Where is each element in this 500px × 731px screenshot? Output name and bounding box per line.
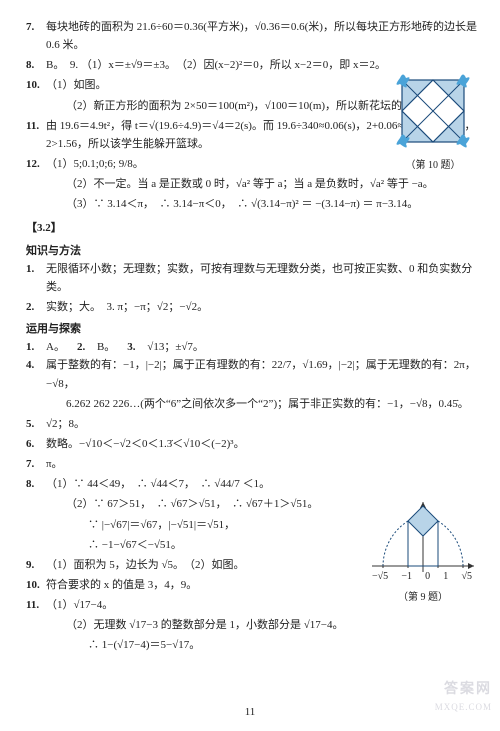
answer-item: 8.（1）∵ 44＜49， ∴ √44＜7， ∴ √44/7 ＜1。 [26, 475, 478, 493]
block-knowledge: 1.无限循环小数；无理数；实数，可按有理数与无理数分类，也可按正实数、0 和负实… [26, 260, 478, 316]
item-number: 4. [26, 356, 46, 392]
item-body: ∴ 1−(√17−4)＝5−√17。 [66, 636, 478, 654]
item-body: 属于整数的有：−1，|−2|；属于正有理数的有：22/7，√1.69，|−2|；… [46, 356, 478, 392]
item-number: 7. [26, 455, 46, 473]
item-number [46, 516, 66, 534]
item-number: 10. [26, 76, 46, 94]
answer-item: （3）∵ 3.14＜π， ∴ 3.14−π＜0， ∴ √(3.14−π)² ＝ … [26, 195, 478, 213]
item-body: √2；8。 [46, 415, 478, 433]
item-number: 8. [26, 475, 46, 493]
answer-item: 1.A。 [26, 338, 65, 356]
item-body: B。 [97, 338, 115, 356]
item-number: 11. [26, 596, 46, 614]
item-number [46, 395, 66, 413]
figure-q9: −√5 −1 0 1 √5 （第 9 题） [368, 496, 478, 606]
item-number [46, 495, 66, 513]
answer-item: 1.无限循环小数；无理数；实数，可按有理数与无理数分类，也可按正实数、0 和负实… [26, 260, 478, 296]
axis-label: −√5 [372, 569, 388, 586]
watermark: 答案网 [444, 678, 492, 701]
item-number: 10. [26, 576, 46, 594]
answer-item: 7.π。 [26, 455, 478, 473]
figure-q9-axis-labels: −√5 −1 0 1 √5 [368, 569, 478, 586]
page-number: 11 [0, 703, 500, 721]
item-number [46, 175, 66, 193]
watermark-sub: MXQE.COM [435, 700, 492, 715]
item-body: 6.262 262 226…(两个“6”之间依次多一个“2”)；属于非正实数的有… [66, 395, 478, 413]
item-number: 5. [26, 415, 46, 433]
item-number: 2. [26, 298, 46, 316]
answer-item: 2.实数；大。 3. π；−π；√2；−√2。 [26, 298, 478, 316]
item-number: 2. [77, 338, 97, 356]
figure-q9-caption: （第 9 题） [368, 590, 478, 607]
answer-item: （2）无理数 √17−3 的整数部分是 1，小数部分是 √17−4。 [26, 616, 478, 634]
answer-item: ∴ 1−(√17−4)＝5−√17。 [26, 636, 478, 654]
axis-label: √5 [461, 569, 472, 586]
item-body: （3）∵ 3.14＜π， ∴ 3.14−π＜0， ∴ √(3.14−π)² ＝ … [66, 195, 478, 213]
answer-item: （2）不一定。当 a 是正数或 0 时，√a² 等于 a；当 a 是负数时，√a… [26, 175, 478, 193]
item-body: √13；±√7。 [147, 338, 204, 356]
item-body: （2）不一定。当 a 是正数或 0 时，√a² 等于 a；当 a 是负数时，√a… [66, 175, 478, 193]
item-body: （1）∵ 44＜49， ∴ √44＜7， ∴ √44/7 ＜1。 [46, 475, 478, 493]
answer-item: 6.262 262 226…(两个“6”之间依次多一个“2”)；属于非正实数的有… [26, 395, 478, 413]
item-number: 7. [26, 18, 46, 54]
item-number: 1. [26, 338, 46, 356]
item-number [46, 536, 66, 554]
item-number: 1. [26, 260, 46, 296]
answer-item: 7.每块地砖的面积为 21.6÷60＝0.36(平方米)，√0.36＝0.6(米… [26, 18, 478, 54]
item-number: 6. [26, 435, 46, 453]
item-number: 9. [26, 556, 46, 574]
item-number [46, 636, 66, 654]
answer-item: 5.√2；8。 [26, 415, 478, 433]
axis-label: 0 [425, 569, 430, 586]
axis-label: −1 [401, 569, 412, 586]
answer-item: 2.B。 [77, 338, 115, 356]
item-number: 3. [127, 338, 147, 356]
item-number: 11. [26, 117, 46, 153]
item-body: 每块地砖的面积为 21.6÷60＝0.36(平方米)，√0.36＝0.6(米)，… [46, 18, 478, 54]
item-body: （2）无理数 √17−3 的整数部分是 1，小数部分是 √17−4。 [66, 616, 478, 634]
item-number [46, 616, 66, 634]
figure-q10: （第 10 题） [388, 66, 478, 175]
item-body: 数略。−√10＜−√2＜0＜1.3̇＜√10＜(−2)³。 [46, 435, 478, 453]
answer-item: 6.数略。−√10＜−√2＜0＜1.3̇＜√10＜(−2)³。 [26, 435, 478, 453]
answer-item: 4.属于整数的有：−1，|−2|；属于正有理数的有：22/7，√1.69，|−2… [26, 356, 478, 392]
item-body: 实数；大。 3. π；−π；√2；−√2。 [46, 298, 478, 316]
item-number [46, 97, 66, 115]
figure-q10-caption: （第 10 题） [388, 158, 478, 175]
section-3-2: 【3.2】 [26, 219, 478, 237]
page-content: （第 10 题） −√5 −1 0 1 √5 （第 9 题） 7.每块地砖的面积… [26, 18, 478, 655]
axis-label: 1 [443, 569, 448, 586]
item-number: 8. [26, 56, 46, 74]
item-body: 无限循环小数；无理数；实数，可按有理数与无理数分类，也可按正实数、0 和负实数分… [46, 260, 478, 296]
item-number: 12. [26, 155, 46, 173]
answer-item: 3.√13；±√7。 [127, 338, 204, 356]
apply-line1: 1.A。 2.B。 3.√13；±√7。 [26, 338, 478, 356]
item-body: A。 [46, 338, 65, 356]
heading-apply: 运用与探索 [26, 320, 478, 338]
item-number [46, 195, 66, 213]
item-body: π。 [46, 455, 478, 473]
heading-knowledge: 知识与方法 [26, 242, 478, 260]
figure-q10-svg [388, 66, 478, 156]
